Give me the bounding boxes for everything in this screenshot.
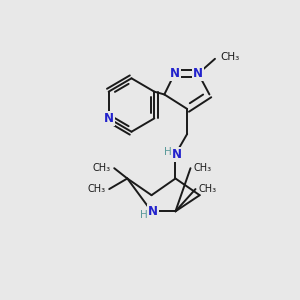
Text: N: N <box>172 148 182 161</box>
Text: H: H <box>164 147 172 157</box>
Text: CH₃: CH₃ <box>194 163 212 173</box>
Text: N: N <box>193 67 203 80</box>
Text: N: N <box>104 112 114 125</box>
Text: H: H <box>140 210 148 220</box>
Text: N: N <box>169 67 180 80</box>
Text: CH₃: CH₃ <box>199 184 217 194</box>
Text: CH₃: CH₃ <box>88 184 106 194</box>
Text: CH₃: CH₃ <box>220 52 239 62</box>
Text: N: N <box>148 205 158 218</box>
Text: CH₃: CH₃ <box>93 163 111 173</box>
